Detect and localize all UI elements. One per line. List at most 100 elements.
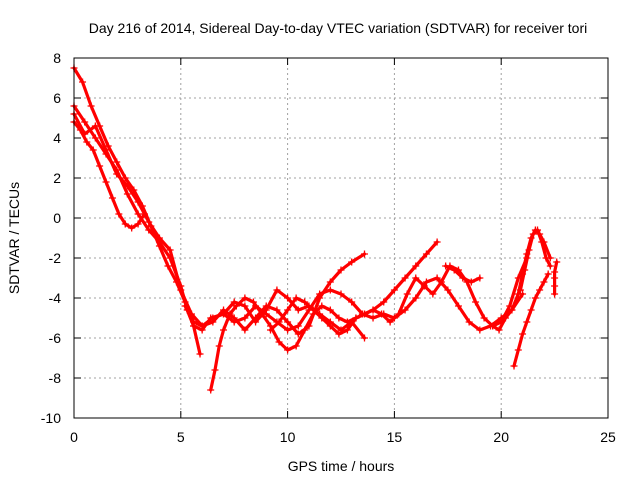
data-point	[420, 282, 428, 290]
data-point	[337, 326, 345, 334]
data-point	[519, 330, 527, 338]
data-point	[292, 342, 300, 350]
data-point	[294, 322, 302, 330]
data-point	[538, 238, 546, 246]
data-point	[536, 286, 544, 294]
data-point	[294, 330, 302, 338]
data-point	[422, 250, 430, 258]
chart-title: Day 216 of 2014, Sidereal Day-to-day VTE…	[89, 20, 588, 36]
data-point	[523, 250, 531, 258]
y-tick-label: 8	[53, 50, 61, 66]
data-point	[147, 222, 155, 230]
data-point	[76, 126, 84, 134]
data-point	[506, 302, 514, 310]
data-point	[508, 306, 516, 314]
data-point	[273, 306, 281, 314]
data-point	[335, 330, 343, 338]
grid	[74, 58, 608, 418]
data-point	[284, 326, 292, 334]
data-point	[190, 318, 198, 326]
data-point	[230, 318, 238, 326]
data-point	[301, 326, 309, 334]
data-point	[551, 290, 559, 298]
data-point	[551, 268, 559, 276]
data-point	[89, 146, 97, 154]
data-point	[220, 326, 228, 334]
data-point	[155, 234, 163, 242]
y-tick-label: -8	[49, 370, 62, 386]
data-point	[196, 350, 204, 358]
data-point	[316, 310, 324, 318]
data-point	[534, 226, 542, 234]
x-tick-label: 20	[493, 429, 509, 445]
data-point	[262, 302, 270, 310]
data-point	[284, 346, 292, 354]
data-point	[510, 362, 518, 370]
data-point	[102, 146, 110, 154]
y-tick-label: -2	[49, 250, 62, 266]
data-point	[326, 278, 334, 286]
data-point	[294, 306, 302, 314]
y-tick-label: -10	[41, 410, 61, 426]
data-point	[495, 326, 503, 334]
data-point	[284, 306, 292, 314]
data-point	[472, 298, 480, 306]
data-point	[386, 318, 394, 326]
series-trace-4	[72, 112, 367, 336]
data-point	[275, 338, 283, 346]
data-point	[79, 78, 87, 86]
data-point	[81, 130, 89, 138]
data-point	[412, 274, 420, 282]
data-point	[523, 318, 531, 326]
data-point	[480, 314, 488, 322]
data-point	[395, 310, 403, 318]
data-point	[401, 274, 409, 282]
data-point	[230, 298, 238, 306]
data-point	[209, 314, 217, 322]
data-point	[378, 310, 386, 318]
data-point	[140, 210, 148, 218]
data-point	[337, 266, 345, 274]
data-point	[337, 290, 345, 298]
data-point	[444, 286, 452, 294]
data-point	[220, 310, 228, 318]
data-point	[309, 306, 317, 314]
data-point	[521, 266, 529, 274]
data-point	[318, 314, 326, 322]
data-point	[531, 294, 539, 302]
data-point	[369, 314, 377, 322]
data-point	[284, 294, 292, 302]
x-tick-label: 25	[600, 429, 616, 445]
data-point	[292, 294, 300, 302]
y-tick-label: -4	[49, 290, 62, 306]
data-point	[241, 294, 249, 302]
data-point	[187, 310, 195, 318]
data-point	[360, 250, 368, 258]
data-point	[335, 314, 343, 322]
data-point	[177, 286, 185, 294]
data-point	[525, 246, 533, 254]
data-point	[514, 346, 522, 354]
data-point	[226, 310, 234, 318]
data-point	[181, 302, 189, 310]
data-point	[450, 266, 458, 274]
data-point	[166, 254, 174, 262]
data-point	[459, 274, 467, 282]
data-point	[442, 262, 450, 270]
data-point	[134, 198, 142, 206]
data-point	[514, 274, 522, 282]
data-point	[454, 302, 462, 310]
data-point	[130, 186, 138, 194]
data-point	[544, 270, 552, 278]
data-point	[433, 274, 441, 282]
data-point	[121, 174, 129, 182]
data-point	[316, 290, 324, 298]
data-point	[433, 238, 441, 246]
data-point	[348, 258, 356, 266]
data-point	[551, 282, 559, 290]
x-tick-label: 0	[70, 429, 78, 445]
data-point	[104, 142, 112, 150]
data-point	[403, 290, 411, 298]
data-point	[96, 162, 104, 170]
data-point	[536, 230, 544, 238]
